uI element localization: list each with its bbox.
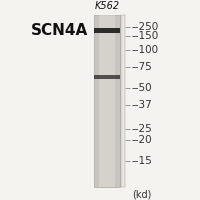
Text: --100: --100 <box>132 45 159 55</box>
Bar <box>99 15 115 187</box>
Text: (kd): (kd) <box>132 190 151 200</box>
Text: --75: --75 <box>132 62 153 72</box>
Text: --20: --20 <box>132 135 153 145</box>
Text: --37: --37 <box>132 100 153 110</box>
Text: K562: K562 <box>94 1 120 11</box>
Bar <box>94 28 120 33</box>
Text: --50: --50 <box>132 83 153 93</box>
Text: --25: --25 <box>132 124 153 134</box>
Text: SCN4A: SCN4A <box>31 23 88 38</box>
Text: --15: --15 <box>132 156 153 166</box>
Text: --150: --150 <box>132 31 159 41</box>
Bar <box>121 15 125 187</box>
Text: --250: --250 <box>132 22 159 32</box>
Bar <box>94 75 120 79</box>
Bar <box>94 15 120 187</box>
